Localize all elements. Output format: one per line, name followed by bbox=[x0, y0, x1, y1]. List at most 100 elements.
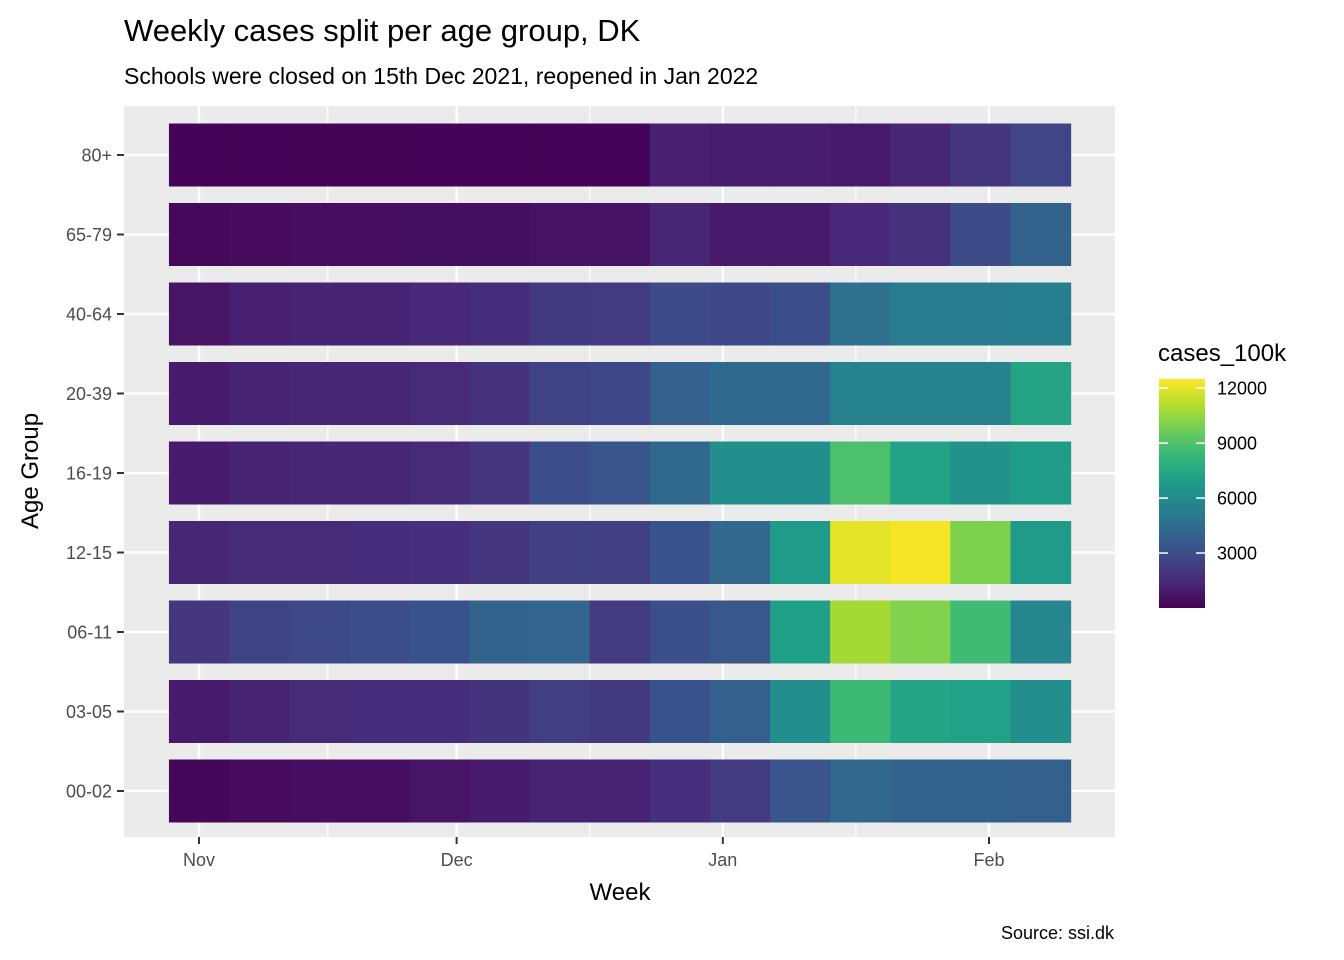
chart-subtitle: Schools were closed on 15th Dec 2021, re… bbox=[124, 63, 758, 89]
y-tick-label: 03-05 bbox=[66, 702, 112, 722]
y-tick-label: 20-39 bbox=[66, 384, 112, 404]
heatmap-tile bbox=[709, 282, 771, 346]
x-tick-label: Feb bbox=[973, 850, 1004, 870]
heatmap-tile bbox=[409, 759, 471, 823]
heatmap-tile bbox=[349, 521, 410, 584]
heatmap-tile bbox=[890, 680, 951, 743]
x-tick-label: Dec bbox=[441, 850, 473, 870]
heatmap-tile bbox=[409, 123, 471, 187]
heatmap-tile bbox=[349, 600, 410, 664]
heatmap-tile bbox=[168, 123, 230, 187]
legend-tick-label: 3000 bbox=[1217, 544, 1257, 564]
heatmap-tile bbox=[409, 441, 471, 505]
heatmap-tile bbox=[229, 600, 290, 664]
x-tick-label: Jan bbox=[708, 850, 737, 870]
heatmap-tile bbox=[649, 362, 711, 425]
y-tick-label: 00-02 bbox=[66, 782, 112, 802]
heatmap-tile bbox=[830, 123, 891, 187]
y-tick-label: 12-15 bbox=[66, 543, 112, 563]
heatmap-tile bbox=[529, 362, 591, 425]
heatmap-tile bbox=[289, 759, 350, 823]
heatmap-tile bbox=[529, 282, 591, 346]
heatmap-tile bbox=[830, 521, 891, 584]
y-tick-label: 16-19 bbox=[66, 464, 112, 484]
heatmap-tile bbox=[409, 600, 471, 664]
heatmap-tile bbox=[950, 680, 1012, 743]
heatmap-tile bbox=[649, 282, 711, 346]
heatmap-tile bbox=[890, 759, 951, 823]
heatmap-tile bbox=[589, 441, 651, 505]
heatmap-tile bbox=[529, 203, 591, 266]
heatmap-tile bbox=[1010, 759, 1072, 823]
heatmap-tile bbox=[168, 600, 230, 664]
heatmap-tile bbox=[709, 362, 771, 425]
heatmap-tile bbox=[168, 362, 230, 425]
heatmap-tile bbox=[649, 680, 711, 743]
heatmap-tile bbox=[349, 441, 410, 505]
heatmap-tile bbox=[890, 362, 951, 425]
legend-tick-label: 12000 bbox=[1217, 379, 1267, 399]
heatmap-tile bbox=[229, 759, 290, 823]
heatmap-tile bbox=[289, 600, 350, 664]
heatmap-tile bbox=[229, 282, 290, 346]
heatmap-tile bbox=[890, 282, 951, 346]
heatmap-tile bbox=[830, 362, 891, 425]
heatmap-tile bbox=[168, 521, 230, 584]
heatmap-tile bbox=[168, 680, 230, 743]
heatmap-tile bbox=[649, 759, 711, 823]
heatmap-tile bbox=[349, 680, 410, 743]
heatmap-tile bbox=[770, 680, 831, 743]
heatmap-tile bbox=[950, 521, 1012, 584]
heatmap-tile bbox=[1010, 282, 1072, 346]
heatmap-tile bbox=[349, 282, 410, 346]
legend-tick-label: 9000 bbox=[1217, 434, 1257, 454]
x-axis-title: Week bbox=[590, 879, 652, 906]
y-tick-label: 06-11 bbox=[67, 623, 112, 643]
heatmap-tile bbox=[589, 680, 651, 743]
heatmap-tile bbox=[770, 441, 831, 505]
heatmap-tile bbox=[589, 123, 651, 187]
heatmap-tile bbox=[529, 680, 591, 743]
heatmap-tile bbox=[289, 362, 350, 425]
heatmap-tile bbox=[950, 203, 1012, 266]
heatmap-tile bbox=[890, 521, 951, 584]
y-tick-label: 40-64 bbox=[66, 305, 112, 325]
heatmap-tile bbox=[649, 203, 711, 266]
heatmap-tile bbox=[830, 441, 891, 505]
heatmap-tile bbox=[469, 441, 531, 505]
heatmap-tile bbox=[589, 759, 651, 823]
heatmap-tile bbox=[349, 759, 410, 823]
heatmap-tile bbox=[1010, 600, 1072, 664]
heatmap-tile bbox=[950, 441, 1012, 505]
heatmap-tile bbox=[168, 203, 230, 266]
heatmap-tile bbox=[709, 521, 771, 584]
heatmap-tile bbox=[469, 521, 531, 584]
heatmap-tile bbox=[469, 203, 531, 266]
heatmap-tile bbox=[409, 282, 471, 346]
heatmap-tile bbox=[409, 362, 471, 425]
heatmap-tile bbox=[649, 441, 711, 505]
heatmap-tile bbox=[229, 521, 290, 584]
heatmap-tile bbox=[409, 203, 471, 266]
heatmap-tile bbox=[890, 203, 951, 266]
heatmap-tile bbox=[229, 203, 290, 266]
heatmap-tile bbox=[229, 680, 290, 743]
heatmap-tiles bbox=[168, 123, 1072, 823]
heatmap-tile bbox=[830, 680, 891, 743]
legend-title: cases_100k bbox=[1158, 340, 1287, 367]
y-axis-title: Age Group bbox=[17, 413, 44, 529]
heatmap-tile bbox=[830, 759, 891, 823]
legend-ticks: 3000 6000 9000 12000 bbox=[1159, 379, 1267, 564]
heatmap-tile bbox=[709, 203, 771, 266]
heatmap-tile bbox=[770, 203, 831, 266]
heatmap-tile bbox=[1010, 123, 1072, 187]
heatmap-tile bbox=[770, 123, 831, 187]
heatmap-tile bbox=[890, 441, 951, 505]
heatmap-tile bbox=[649, 521, 711, 584]
heatmap-tile bbox=[168, 282, 230, 346]
heatmap-tile bbox=[349, 203, 410, 266]
heatmap-tile bbox=[289, 680, 350, 743]
heatmap-tile bbox=[589, 203, 651, 266]
legend-colorbar bbox=[1159, 379, 1205, 608]
